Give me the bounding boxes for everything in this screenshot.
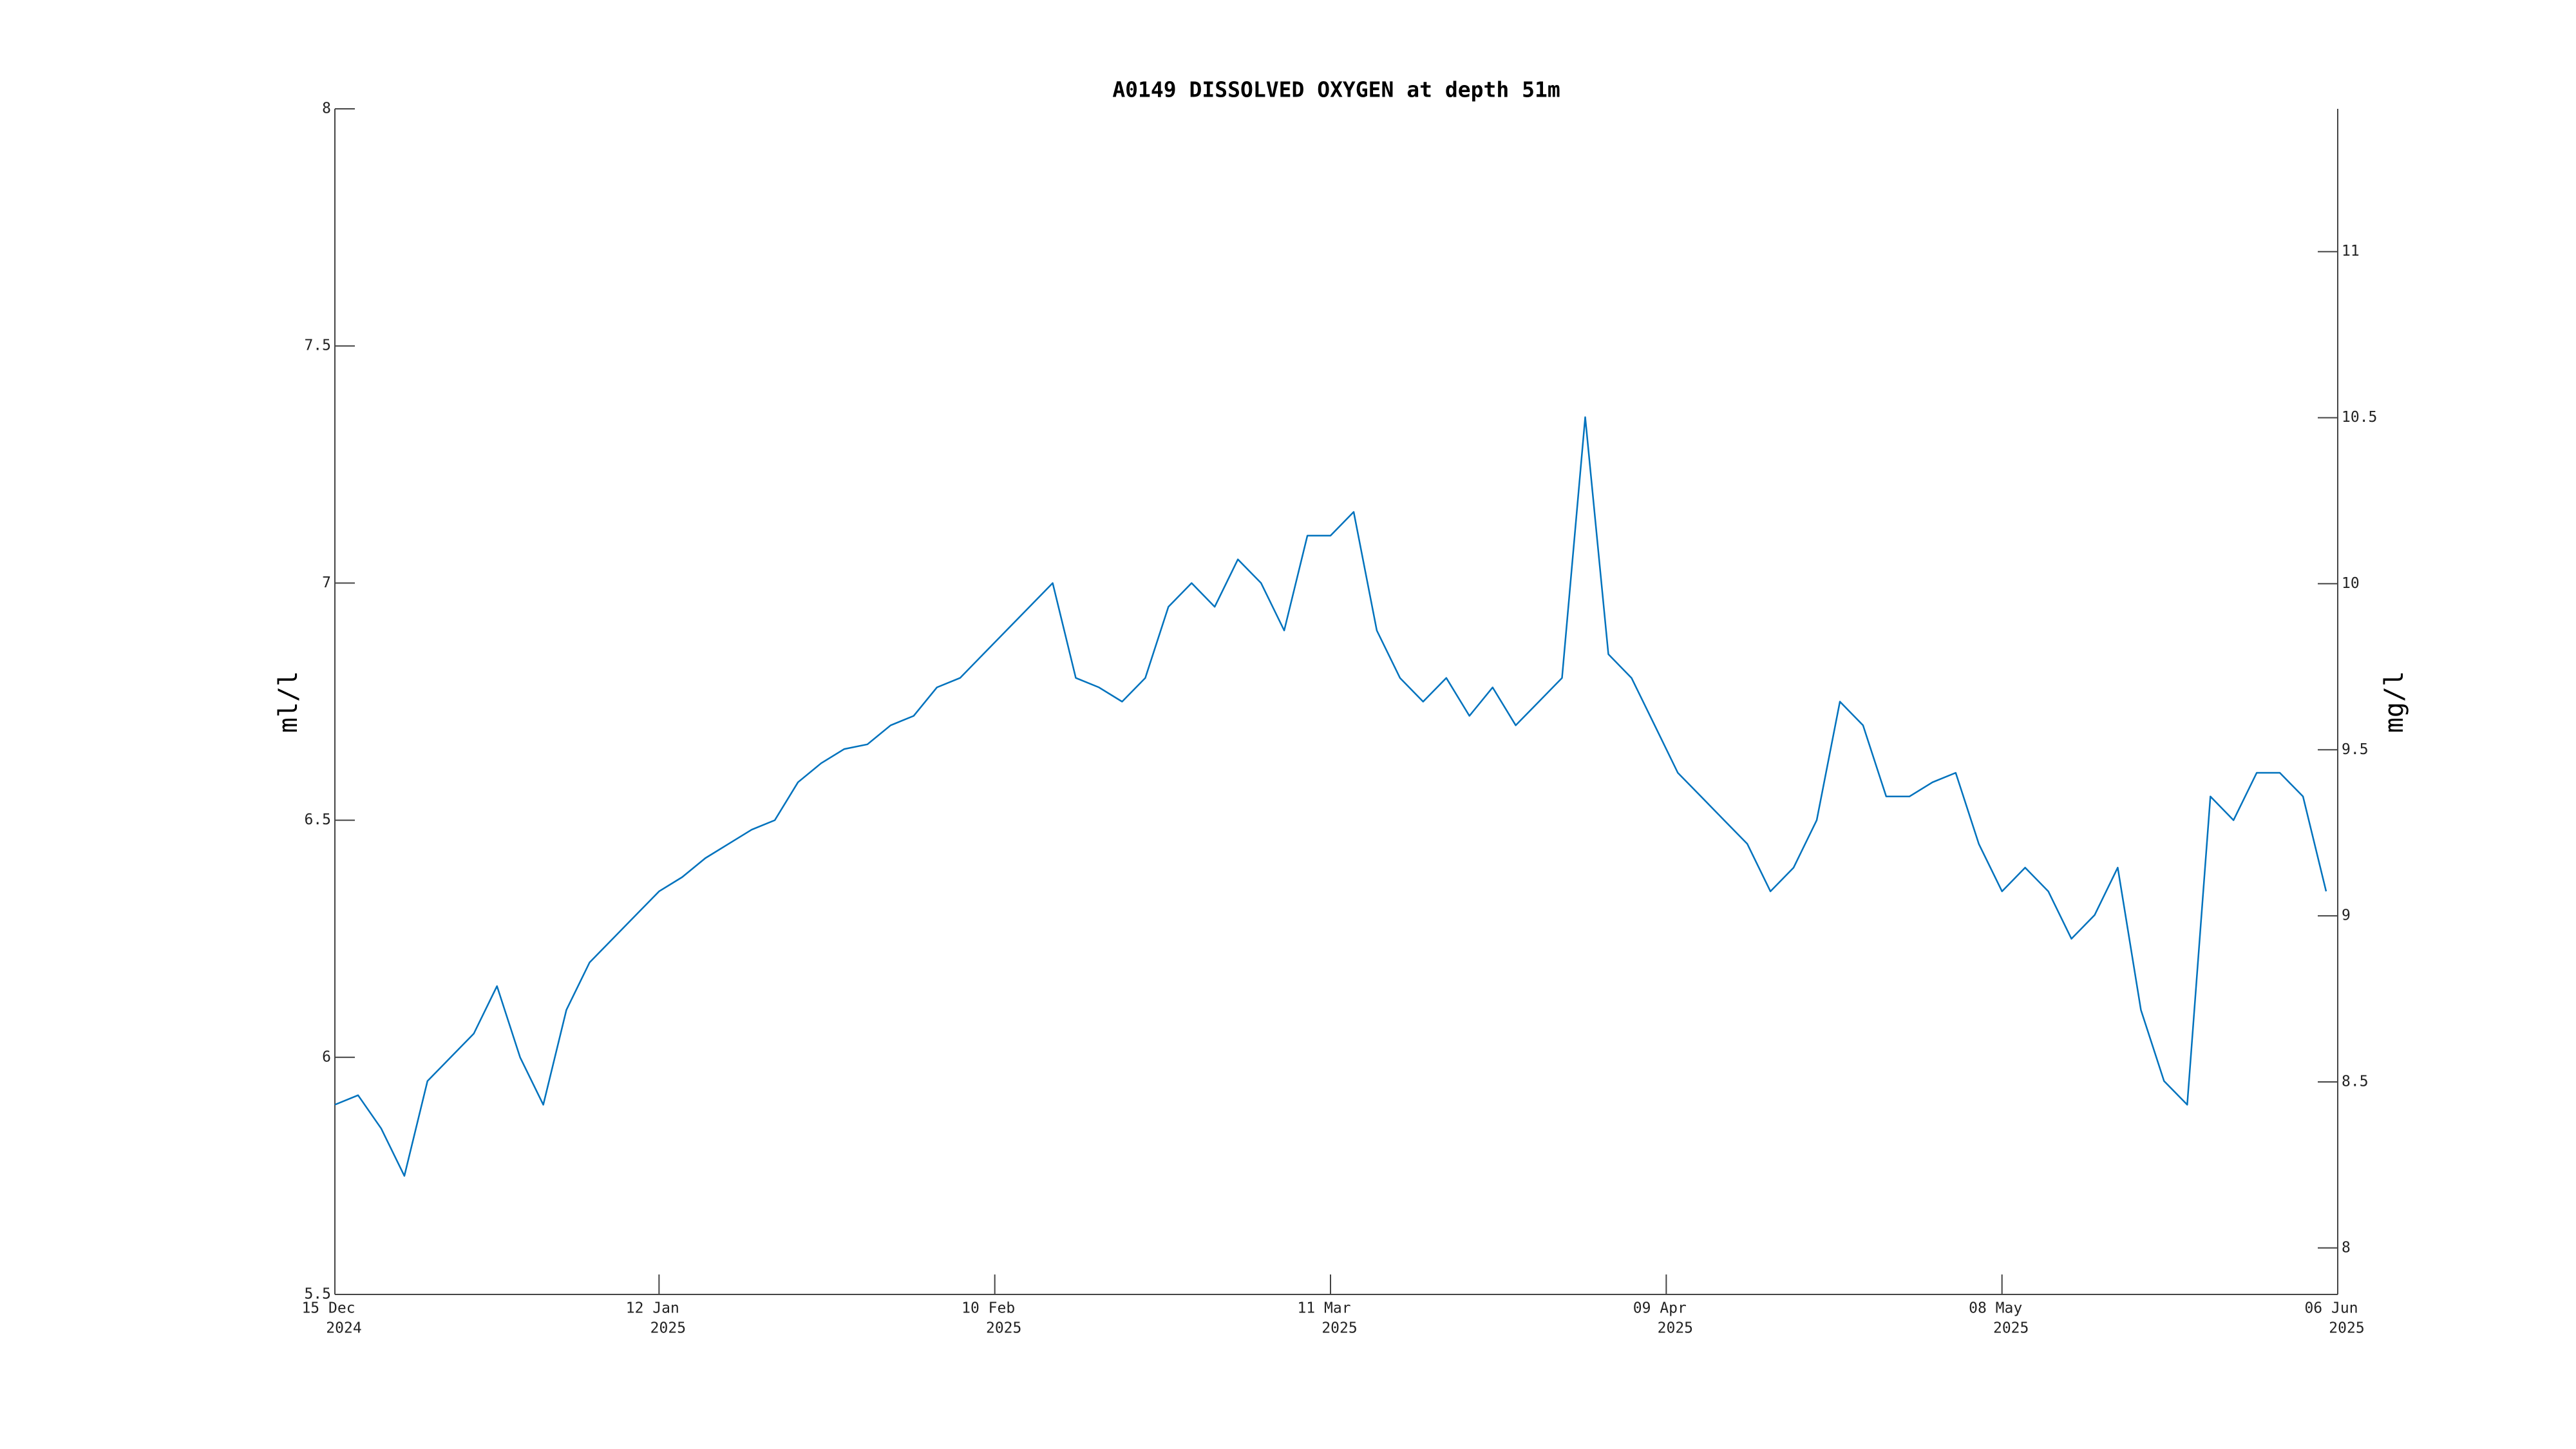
x-tick-label: 10 Feb xyxy=(961,1300,1015,1317)
x-tick-label: 2025 xyxy=(986,1320,1021,1337)
x-tick-label: 2025 xyxy=(650,1320,686,1337)
data-line xyxy=(334,416,2327,1177)
x-tick-label: 11 Mar xyxy=(1297,1300,1350,1317)
x-tick-label: 2025 xyxy=(1993,1320,2029,1337)
y-tick-label: 5.5 xyxy=(304,1286,331,1303)
x-tick-label: 2025 xyxy=(1658,1320,1693,1337)
x-tick-label: 06 Jun xyxy=(2304,1300,2358,1317)
y-tick-label: 7.5 xyxy=(304,337,331,354)
x-tick-label: 2024 xyxy=(326,1320,361,1337)
x-tick-label: 15 Dec xyxy=(301,1300,355,1317)
y-axis-label: ml/l xyxy=(274,671,303,733)
y2-tick-label: 11 xyxy=(2342,243,2360,260)
y2-tick-label: 9 xyxy=(2342,907,2351,924)
x-tick-label: 2025 xyxy=(1321,1320,1357,1337)
y2-tick-label: 8 xyxy=(2342,1239,2351,1256)
y2-tick-label: 10.5 xyxy=(2342,409,2377,426)
y-tick-label: 6 xyxy=(322,1048,331,1065)
y-tick-label: 8 xyxy=(322,100,331,117)
chart-title: A0149 DISSOLVED OXYGEN at depth 51m xyxy=(1112,77,1560,102)
y-tick-label: 7 xyxy=(322,574,331,591)
y2-tick-label: 10 xyxy=(2342,575,2360,592)
y-tick-label: 6.5 xyxy=(304,811,331,828)
y2-tick-label: 9.5 xyxy=(2342,741,2369,758)
y2-axis-label: mg/l xyxy=(2380,671,2409,733)
y2-tick-label: 8.5 xyxy=(2342,1073,2369,1090)
x-tick-label: 2025 xyxy=(2329,1320,2364,1337)
x-tick-label: 08 May xyxy=(1969,1300,2022,1317)
x-tick-label: 09 Apr xyxy=(1633,1300,1687,1317)
x-tick-label: 12 Jan xyxy=(626,1300,679,1317)
